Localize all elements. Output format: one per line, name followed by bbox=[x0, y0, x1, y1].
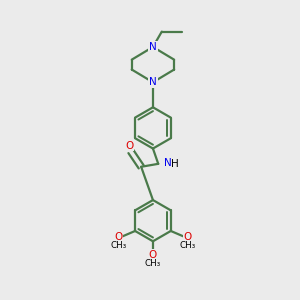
Text: CH₃: CH₃ bbox=[179, 241, 196, 250]
Text: CH₃: CH₃ bbox=[145, 259, 161, 268]
Text: O: O bbox=[114, 232, 122, 242]
Text: O: O bbox=[184, 232, 192, 242]
Text: O: O bbox=[149, 250, 157, 260]
Text: N: N bbox=[149, 42, 157, 52]
Text: N: N bbox=[149, 77, 157, 87]
Text: N: N bbox=[164, 158, 172, 168]
Text: CH₃: CH₃ bbox=[110, 241, 126, 250]
Text: H: H bbox=[171, 158, 179, 169]
Text: O: O bbox=[125, 141, 134, 151]
